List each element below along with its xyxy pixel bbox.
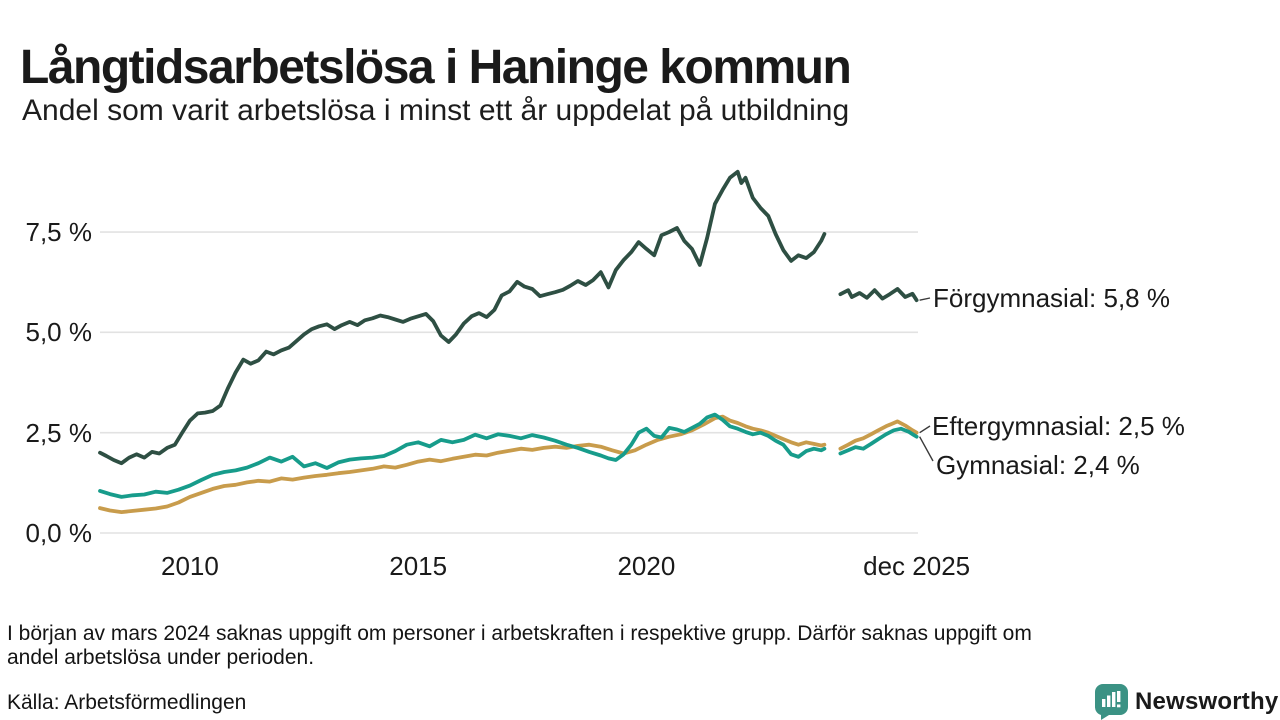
chart-subtitle: Andel som varit arbetslösa i minst ett å…	[22, 94, 850, 127]
x-axis-tick-label: dec 2025	[863, 551, 971, 581]
y-axis-tick-label: 0,0 %	[25, 518, 93, 548]
footnote: I början av mars 2024 saknas uppgift om …	[7, 622, 1032, 670]
line-eftergymnasial	[838, 419, 919, 451]
label-connector-eftergymnasial	[919, 425, 931, 434]
footnote-line-2: andel arbetslösa under perioden.	[7, 646, 315, 669]
y-axis-tick-label: 2,5 %	[25, 417, 93, 448]
newsworthy-logo: Newsworthy	[1095, 684, 1278, 720]
page-title: Långtidsarbetslösa i Haninge kommun	[20, 41, 852, 95]
label-connector-förgymnasial	[919, 297, 931, 301]
label-connector-gymnasial	[919, 436, 934, 462]
line-förgymnasial	[98, 169, 827, 466]
x-axis-tick-label: 2010	[161, 551, 219, 581]
brand-name: Newsworthy	[1135, 688, 1279, 715]
line-gymnasial	[98, 412, 827, 499]
newsworthy-speech-bubble-bar-chart-icon	[1095, 684, 1128, 720]
x-axis-tick-label: 2015	[389, 551, 448, 581]
series-label-eftergymnasial: Eftergymnasial: 2,5 %	[932, 411, 1185, 441]
series-label-gymnasial: Gymnasial: 2,4 %	[936, 450, 1140, 480]
y-axis-tick-label: 5,0 %	[25, 317, 93, 348]
series-label-forgymnasial: Förgymnasial: 5,8 %	[933, 283, 1170, 313]
y-axis-tick-label: 7,5 %	[25, 217, 93, 248]
line-förgymnasial	[838, 287, 919, 303]
line-gymnasial	[838, 426, 919, 456]
source-credit: Källa: Arbetsförmedlingen	[7, 691, 247, 714]
x-axis-tick-label: 2020	[617, 551, 676, 581]
line-eftergymnasial	[98, 414, 827, 514]
footnote-line-1: I början av mars 2024 saknas uppgift om …	[7, 622, 1032, 645]
